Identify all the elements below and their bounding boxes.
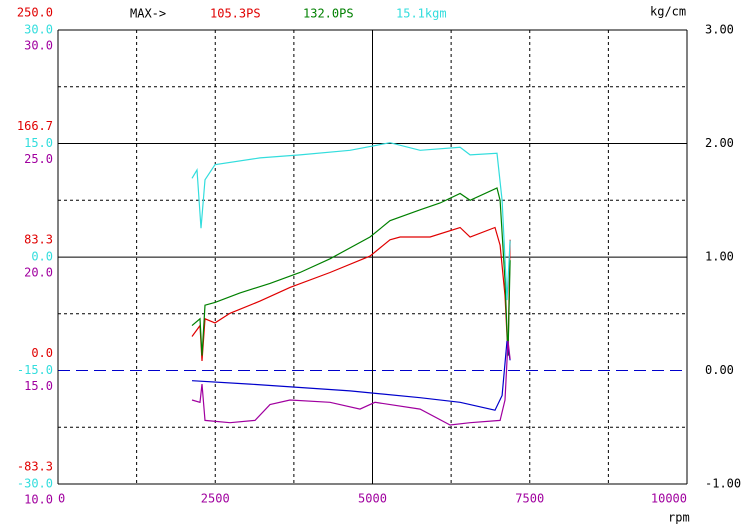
y2-tick-label: 1.00 <box>705 250 734 264</box>
y2-tick-label: 2.00 <box>705 136 734 150</box>
y2-unit: kg/cm <box>650 5 686 19</box>
series-line <box>191 340 511 426</box>
y-tick-label: 10.0 <box>24 493 53 507</box>
y2-tick-label: 3.00 <box>705 23 734 37</box>
y-tick-label: 250.0 <box>17 6 53 20</box>
x-unit: rpm <box>668 511 690 525</box>
max-value: 132.0PS <box>303 7 354 21</box>
max-prefix: MAX-> <box>130 7 166 21</box>
y-tick-label: 83.3 <box>24 233 53 247</box>
series-line <box>191 187 511 356</box>
y-tick-label: 0.0 <box>31 346 53 360</box>
x-tick-label: 0 <box>58 492 65 506</box>
max-value: 105.3PS <box>210 7 261 21</box>
x-tick-label: 10000 <box>651 492 687 506</box>
y2-tick-label: 0.00 <box>705 363 734 377</box>
series-line <box>191 226 511 362</box>
y-tick-label: 15.0 <box>24 379 53 393</box>
y2-tick-label: -1.00 <box>705 477 741 491</box>
y-tick-label: -83.3 <box>17 460 53 474</box>
y-tick-label: 30.0 <box>24 23 53 37</box>
y-tick-label: -15.0 <box>17 363 53 377</box>
y-tick-label: 0.0 <box>31 250 53 264</box>
x-tick-label: 5000 <box>358 492 387 506</box>
y-tick-label: 30.0 <box>24 39 53 53</box>
y-tick-label: 25.0 <box>24 152 53 166</box>
y-tick-label: -30.0 <box>17 477 53 491</box>
x-tick-label: 7500 <box>515 492 544 506</box>
y-tick-label: 20.0 <box>24 266 53 280</box>
y-tick-label: 15.0 <box>24 136 53 150</box>
series-line <box>191 142 511 301</box>
y-tick-label: 166.7 <box>17 119 53 133</box>
series-line <box>191 340 511 411</box>
max-value: 15.1kgm <box>396 7 447 21</box>
x-tick-label: 2500 <box>201 492 230 506</box>
